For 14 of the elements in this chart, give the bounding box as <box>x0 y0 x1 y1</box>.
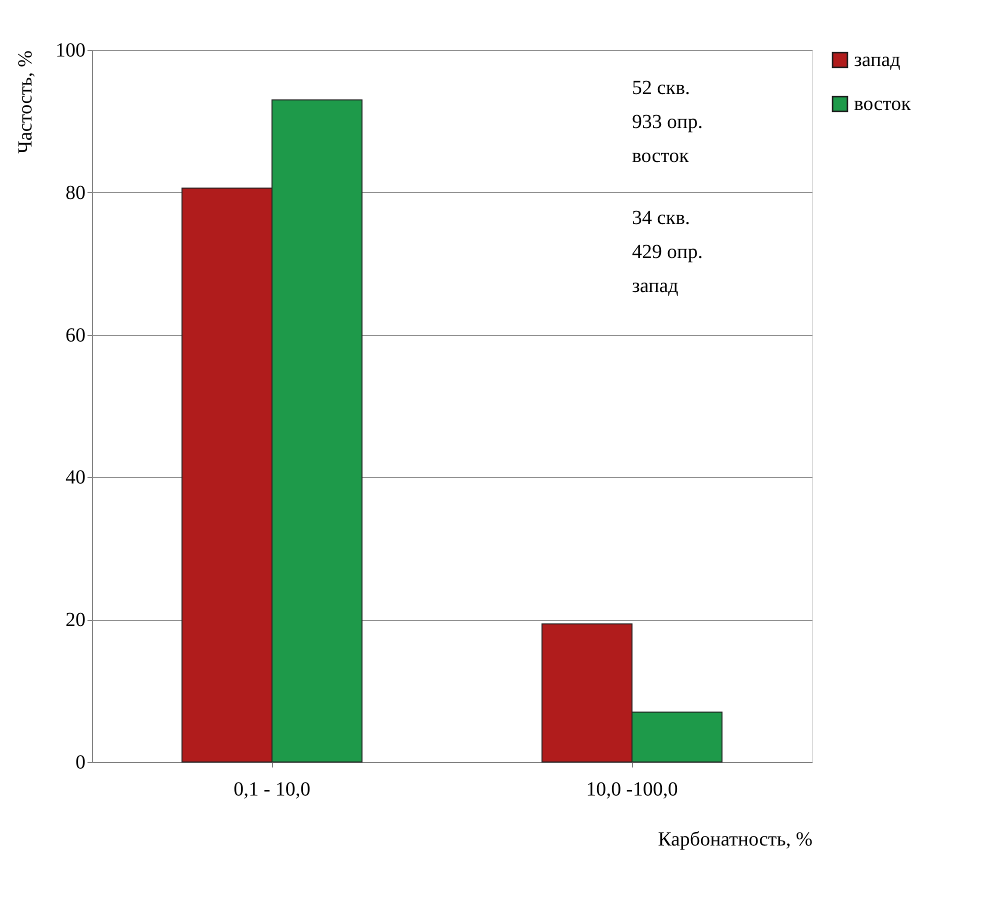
x-tick-label: 10,0 -100,0 <box>586 778 678 800</box>
y-tick-label: 80 <box>66 182 86 204</box>
y-tick-label: 40 <box>66 466 86 489</box>
y-axis-title: Частость, % <box>14 50 36 154</box>
y-tick-label: 100 <box>56 40 86 62</box>
annotation: 34 скв. 429 опр. запад <box>632 207 703 297</box>
y-tick-label: 20 <box>66 609 86 632</box>
legend-label: восток <box>854 93 912 115</box>
y-tick-label: 60 <box>66 324 86 346</box>
annotation: 52 скв. 933 опр. восток <box>632 77 703 167</box>
legend-label: запад <box>854 49 900 71</box>
y-tick-label: 0 <box>76 752 86 774</box>
x-axis-title: Карбонатность, % <box>658 828 812 850</box>
x-tick-label: 0,1 - 10,0 <box>234 778 310 800</box>
